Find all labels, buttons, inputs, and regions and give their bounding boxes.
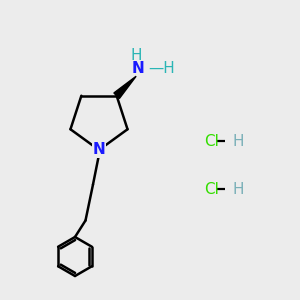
Text: H: H [130, 48, 142, 63]
Text: Cl: Cl [204, 182, 219, 196]
Polygon shape [114, 76, 136, 98]
Text: H: H [232, 182, 244, 196]
Text: Cl: Cl [204, 134, 219, 148]
Text: —H: —H [148, 61, 175, 76]
Text: H: H [232, 134, 244, 148]
Text: N: N [131, 61, 144, 76]
Text: N: N [93, 142, 105, 158]
